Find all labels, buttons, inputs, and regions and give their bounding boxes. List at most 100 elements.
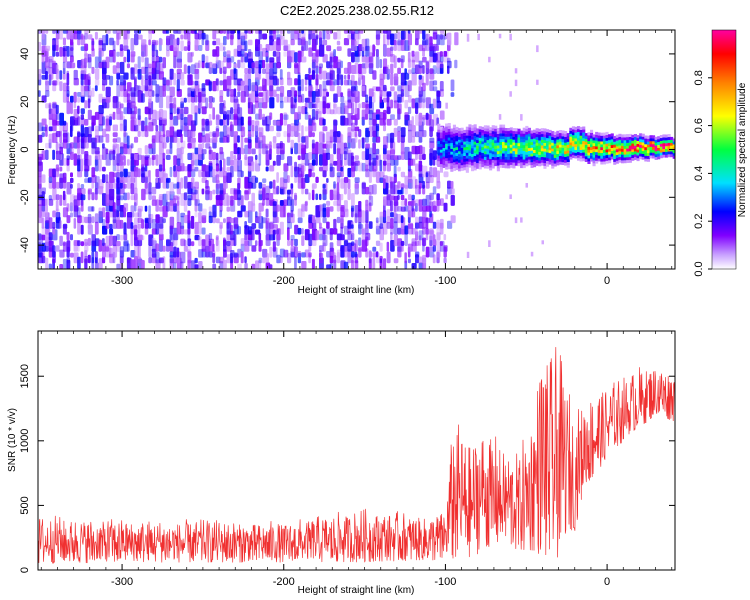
spectrogram-cell: [258, 182, 263, 189]
spectrogram-cell: [365, 232, 371, 241]
spectrogram-cell: [269, 112, 273, 120]
spectrogram-cell: [455, 129, 459, 133]
spectrogram-cell: [383, 58, 388, 69]
spectrogram-cell: [509, 144, 513, 148]
spectrogram-cell: [621, 145, 625, 149]
spectrogram-cell: [354, 239, 358, 252]
spectrogram-cell: [502, 153, 506, 157]
spectrogram-cell: [144, 145, 148, 155]
spectrogram-cell: [205, 55, 209, 63]
spectrogram-cell: [308, 30, 313, 40]
spectrogram-cell: [109, 223, 113, 229]
spectrogram-cell: [329, 228, 334, 235]
spectrogram-cell: [340, 206, 345, 212]
spectrogram-cell: [77, 169, 83, 178]
spectrogram-cell: [626, 134, 630, 138]
spectrogram-cell: [615, 154, 619, 158]
spectrogram-cell: [119, 44, 124, 51]
spectrogram-cell: [297, 95, 303, 103]
spectrogram-cell: [499, 136, 503, 140]
spectrogram-cell: [407, 33, 412, 46]
spectrogram-cell: [602, 146, 606, 150]
spectrogram-cell: [481, 155, 485, 159]
spectrogram-cell: [574, 146, 578, 150]
spectrogram-cell: [429, 175, 434, 183]
spectrogram-cell: [437, 135, 441, 139]
spectrogram-cell: [208, 114, 212, 120]
spectrogram-cell: [667, 151, 671, 155]
spectrogram-cell: [223, 51, 227, 57]
spectrogram-cell: [407, 120, 413, 126]
spectrogram-cell: [194, 199, 198, 212]
spectrogram-cell: [488, 56, 491, 63]
spectrogram-cell: [530, 139, 534, 143]
spectrogram-cell: [176, 222, 182, 235]
spectrogram-cell: [623, 157, 627, 161]
spectrogram-cell: [219, 80, 224, 86]
spectrogram-cell: [383, 136, 389, 149]
spectrogram-cell: [158, 131, 162, 137]
spectrogram-cell: [322, 80, 327, 92]
spectrogram-cell: [283, 39, 288, 46]
spectrogram-cell: [208, 240, 212, 247]
spectrogram-cell: [265, 89, 269, 103]
spectrogram-cell: [582, 143, 586, 147]
spectrogram-cell: [571, 152, 575, 156]
spectrogram-cell: [667, 142, 671, 146]
spectrogram-cell: [407, 223, 414, 229]
spectrogram-cell: [379, 69, 384, 74]
spectrogram-cell: [445, 135, 449, 139]
spectrogram-cell: [561, 153, 565, 157]
spectrogram-cell: [496, 148, 500, 152]
spectrogram-cell: [450, 163, 454, 167]
spectrogram-cell: [390, 114, 395, 120]
spectrogram-cell: [636, 152, 640, 156]
spectrogram-cell: [343, 245, 348, 258]
spectrogram-cell: [194, 264, 199, 269]
spectrogram-cell: [66, 158, 70, 166]
spectrogram-cell: [258, 44, 263, 51]
spectrogram-cell: [535, 128, 539, 132]
spectrogram-cell: [626, 159, 630, 163]
spectrogram-cell: [319, 166, 323, 172]
spectrogram-cell: [105, 30, 111, 34]
spectrogram-cell: [463, 144, 467, 148]
spectrogram-cell: [59, 46, 63, 57]
spectrogram-cell: [667, 145, 671, 149]
spectrogram-cell: [439, 241, 443, 246]
spectrogram-cell: [525, 154, 529, 158]
spectrogram-cell: [546, 137, 550, 141]
spectrogram-cell: [447, 131, 451, 135]
spectrogram-cell: [237, 226, 241, 235]
spectrogram-cell: [659, 146, 663, 150]
spectrogram-cell: [351, 30, 356, 34]
spectrogram-cell: [600, 161, 604, 165]
spectrogram-cell: [212, 107, 215, 120]
spectrogram-cell: [304, 102, 308, 109]
spectrogram-cell: [255, 211, 258, 218]
spectrogram-cell: [173, 165, 176, 172]
spectrogram-cell: [556, 139, 560, 143]
spectrogram-cell: [452, 164, 456, 168]
spectrogram-cell: [240, 35, 246, 46]
spectrogram-cell: [517, 154, 521, 158]
spectrogram-cell: [538, 148, 542, 152]
spectrogram-cell: [605, 143, 609, 147]
spectrogram-cell: [535, 136, 539, 140]
spectrogram-cell: [329, 135, 333, 143]
spectrogram-cell: [134, 124, 139, 132]
spectrogram-cell: [551, 136, 555, 140]
spectrogram-cell: [237, 263, 242, 269]
spectrogram-cell: [465, 166, 469, 170]
spectrogram-cell: [509, 161, 513, 165]
spectrogram-cell: [566, 153, 570, 157]
spectrogram-cell: [119, 154, 125, 160]
spectrogram-cell: [548, 132, 552, 136]
spectrogram-cell: [527, 153, 531, 157]
spectrogram-cell: [458, 136, 462, 140]
spectrogram-cell: [649, 138, 653, 142]
spectrogram-cell: [636, 140, 640, 144]
spectrogram-cell: [198, 132, 203, 143]
spectrogram-cell: [618, 139, 622, 143]
spectrogram-cell: [301, 235, 305, 246]
